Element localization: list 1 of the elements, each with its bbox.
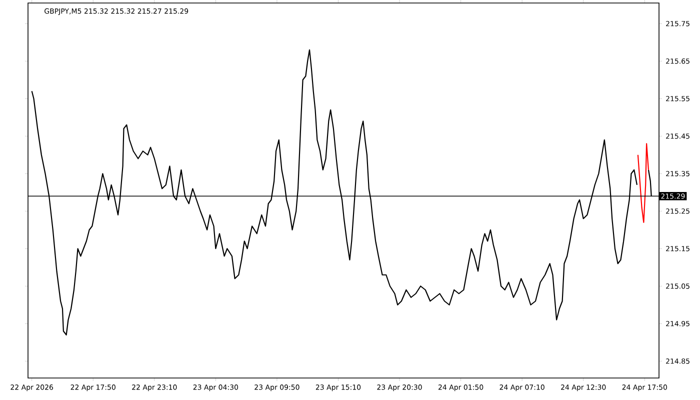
line-series: [637, 143, 650, 223]
